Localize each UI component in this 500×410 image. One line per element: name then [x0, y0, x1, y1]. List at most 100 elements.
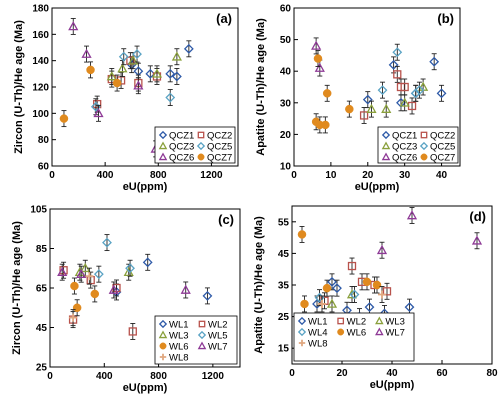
legend-marker	[381, 141, 391, 150]
panel-label: (d)	[469, 209, 486, 224]
y-tick-label: 45	[278, 249, 290, 260]
x-tick-label: 80	[486, 368, 498, 379]
legend: WL1 WL2 WL3 WL5 WL6 WL7 WL8	[154, 315, 238, 365]
data-point	[429, 56, 440, 67]
x-tick-label: 400	[96, 371, 113, 382]
series-wl6	[297, 225, 382, 313]
series-wl8	[318, 286, 386, 313]
y-axis-label: Apatite (U-Th)/He age (Ma)	[253, 216, 265, 354]
series-wl7	[57, 263, 191, 299]
y-tick-label: 60	[280, 4, 292, 15]
data-point	[311, 40, 322, 50]
legend-label: WL3	[169, 331, 189, 342]
data-point	[372, 280, 382, 290]
y-tick-label: 60	[38, 162, 50, 173]
legend-label: QCZ2	[207, 131, 232, 142]
y-tick-label: 40	[280, 67, 292, 78]
series-qcz5	[90, 45, 176, 116]
data-point	[132, 49, 142, 60]
x-tick-label: 1200	[202, 371, 225, 382]
data-point	[321, 120, 330, 130]
legend-label: WL5	[208, 331, 228, 342]
legend-marker	[297, 316, 307, 326]
data-point	[165, 92, 176, 103]
legend-label: QCZ6	[169, 153, 194, 164]
y-tick-label: 180	[32, 4, 49, 15]
series-qcz2	[93, 52, 162, 113]
data-point	[314, 62, 325, 72]
data-point	[400, 82, 409, 92]
legend-label: QCZ7	[430, 153, 455, 164]
x-tick-label: 10	[325, 170, 337, 181]
data-point	[202, 290, 213, 301]
data-point	[300, 299, 309, 309]
panel-label: (c)	[218, 212, 234, 227]
legend-marker	[420, 153, 428, 161]
y-tick-label: 80	[38, 135, 50, 146]
legend-label: WL2	[208, 320, 228, 331]
legend-label: WL6	[347, 328, 367, 339]
data-point	[125, 263, 135, 274]
legend-marker	[419, 141, 429, 151]
data-point	[406, 210, 418, 220]
legend-label: QCZ7	[207, 153, 232, 164]
data-point	[151, 68, 163, 78]
legend-label: QCZ5	[430, 142, 455, 153]
data-point	[102, 237, 112, 248]
series-qcz7	[59, 61, 122, 128]
x-tick-label: 0	[49, 170, 55, 181]
x-axis-label: eU(ppm)	[370, 379, 415, 391]
legend-label: WL2	[347, 317, 367, 328]
data-point	[313, 54, 323, 63]
legend-marker	[381, 152, 391, 161]
legend: WL1 WL2 WL3 WL4 WL6 WL7 WL8	[293, 312, 415, 362]
series-wl2	[59, 261, 137, 340]
legend-marker	[197, 153, 205, 161]
y-tick-label: 20	[280, 130, 292, 141]
data-point	[70, 281, 79, 291]
data-point	[142, 257, 153, 268]
data-point	[128, 327, 137, 336]
x-tick-label: 20	[362, 170, 374, 181]
series-qcz5	[377, 43, 425, 102]
data-point	[93, 269, 104, 280]
legend-marker	[159, 353, 167, 361]
data-point	[388, 59, 399, 70]
legend-label: QCZ3	[392, 142, 417, 153]
series-qcz2	[359, 65, 417, 124]
x-tick-label: 400	[97, 170, 114, 181]
x-tick-label: 0	[291, 170, 297, 181]
y-tick-label: 50	[280, 35, 292, 46]
legend-marker	[298, 339, 306, 347]
legend-marker	[158, 130, 168, 140]
legend-label: WL7	[208, 342, 228, 353]
data-point	[133, 80, 144, 90]
legend-label: WL6	[169, 342, 189, 353]
series-wl8	[69, 267, 94, 327]
data-point	[322, 283, 332, 293]
data-point	[127, 55, 139, 65]
y-tick-label: 160	[32, 30, 49, 41]
x-tick-label: 20	[336, 368, 348, 379]
legend-marker	[375, 316, 384, 325]
legend-marker	[337, 317, 345, 325]
data-point	[359, 111, 369, 120]
legend-label: WL8	[308, 339, 328, 350]
data-point	[392, 47, 403, 58]
y-tick-label: 15	[278, 344, 290, 355]
data-point	[332, 283, 342, 294]
legend-marker	[197, 131, 205, 139]
series-qcz3	[106, 48, 182, 85]
legend-marker	[159, 342, 167, 350]
series-qcz6	[68, 17, 161, 158]
data-point	[112, 78, 122, 88]
data-point	[345, 104, 354, 114]
plot-frame	[293, 7, 461, 167]
legend: QCZ1 QCZ2 QCZ3 QCZ5 QCZ6 QCZ7	[377, 126, 459, 164]
data-point	[318, 299, 326, 308]
legend-marker	[198, 320, 206, 328]
data-point	[76, 268, 87, 279]
x-tick-label: 0	[289, 368, 295, 379]
legend-label: QCZ1	[392, 131, 417, 142]
